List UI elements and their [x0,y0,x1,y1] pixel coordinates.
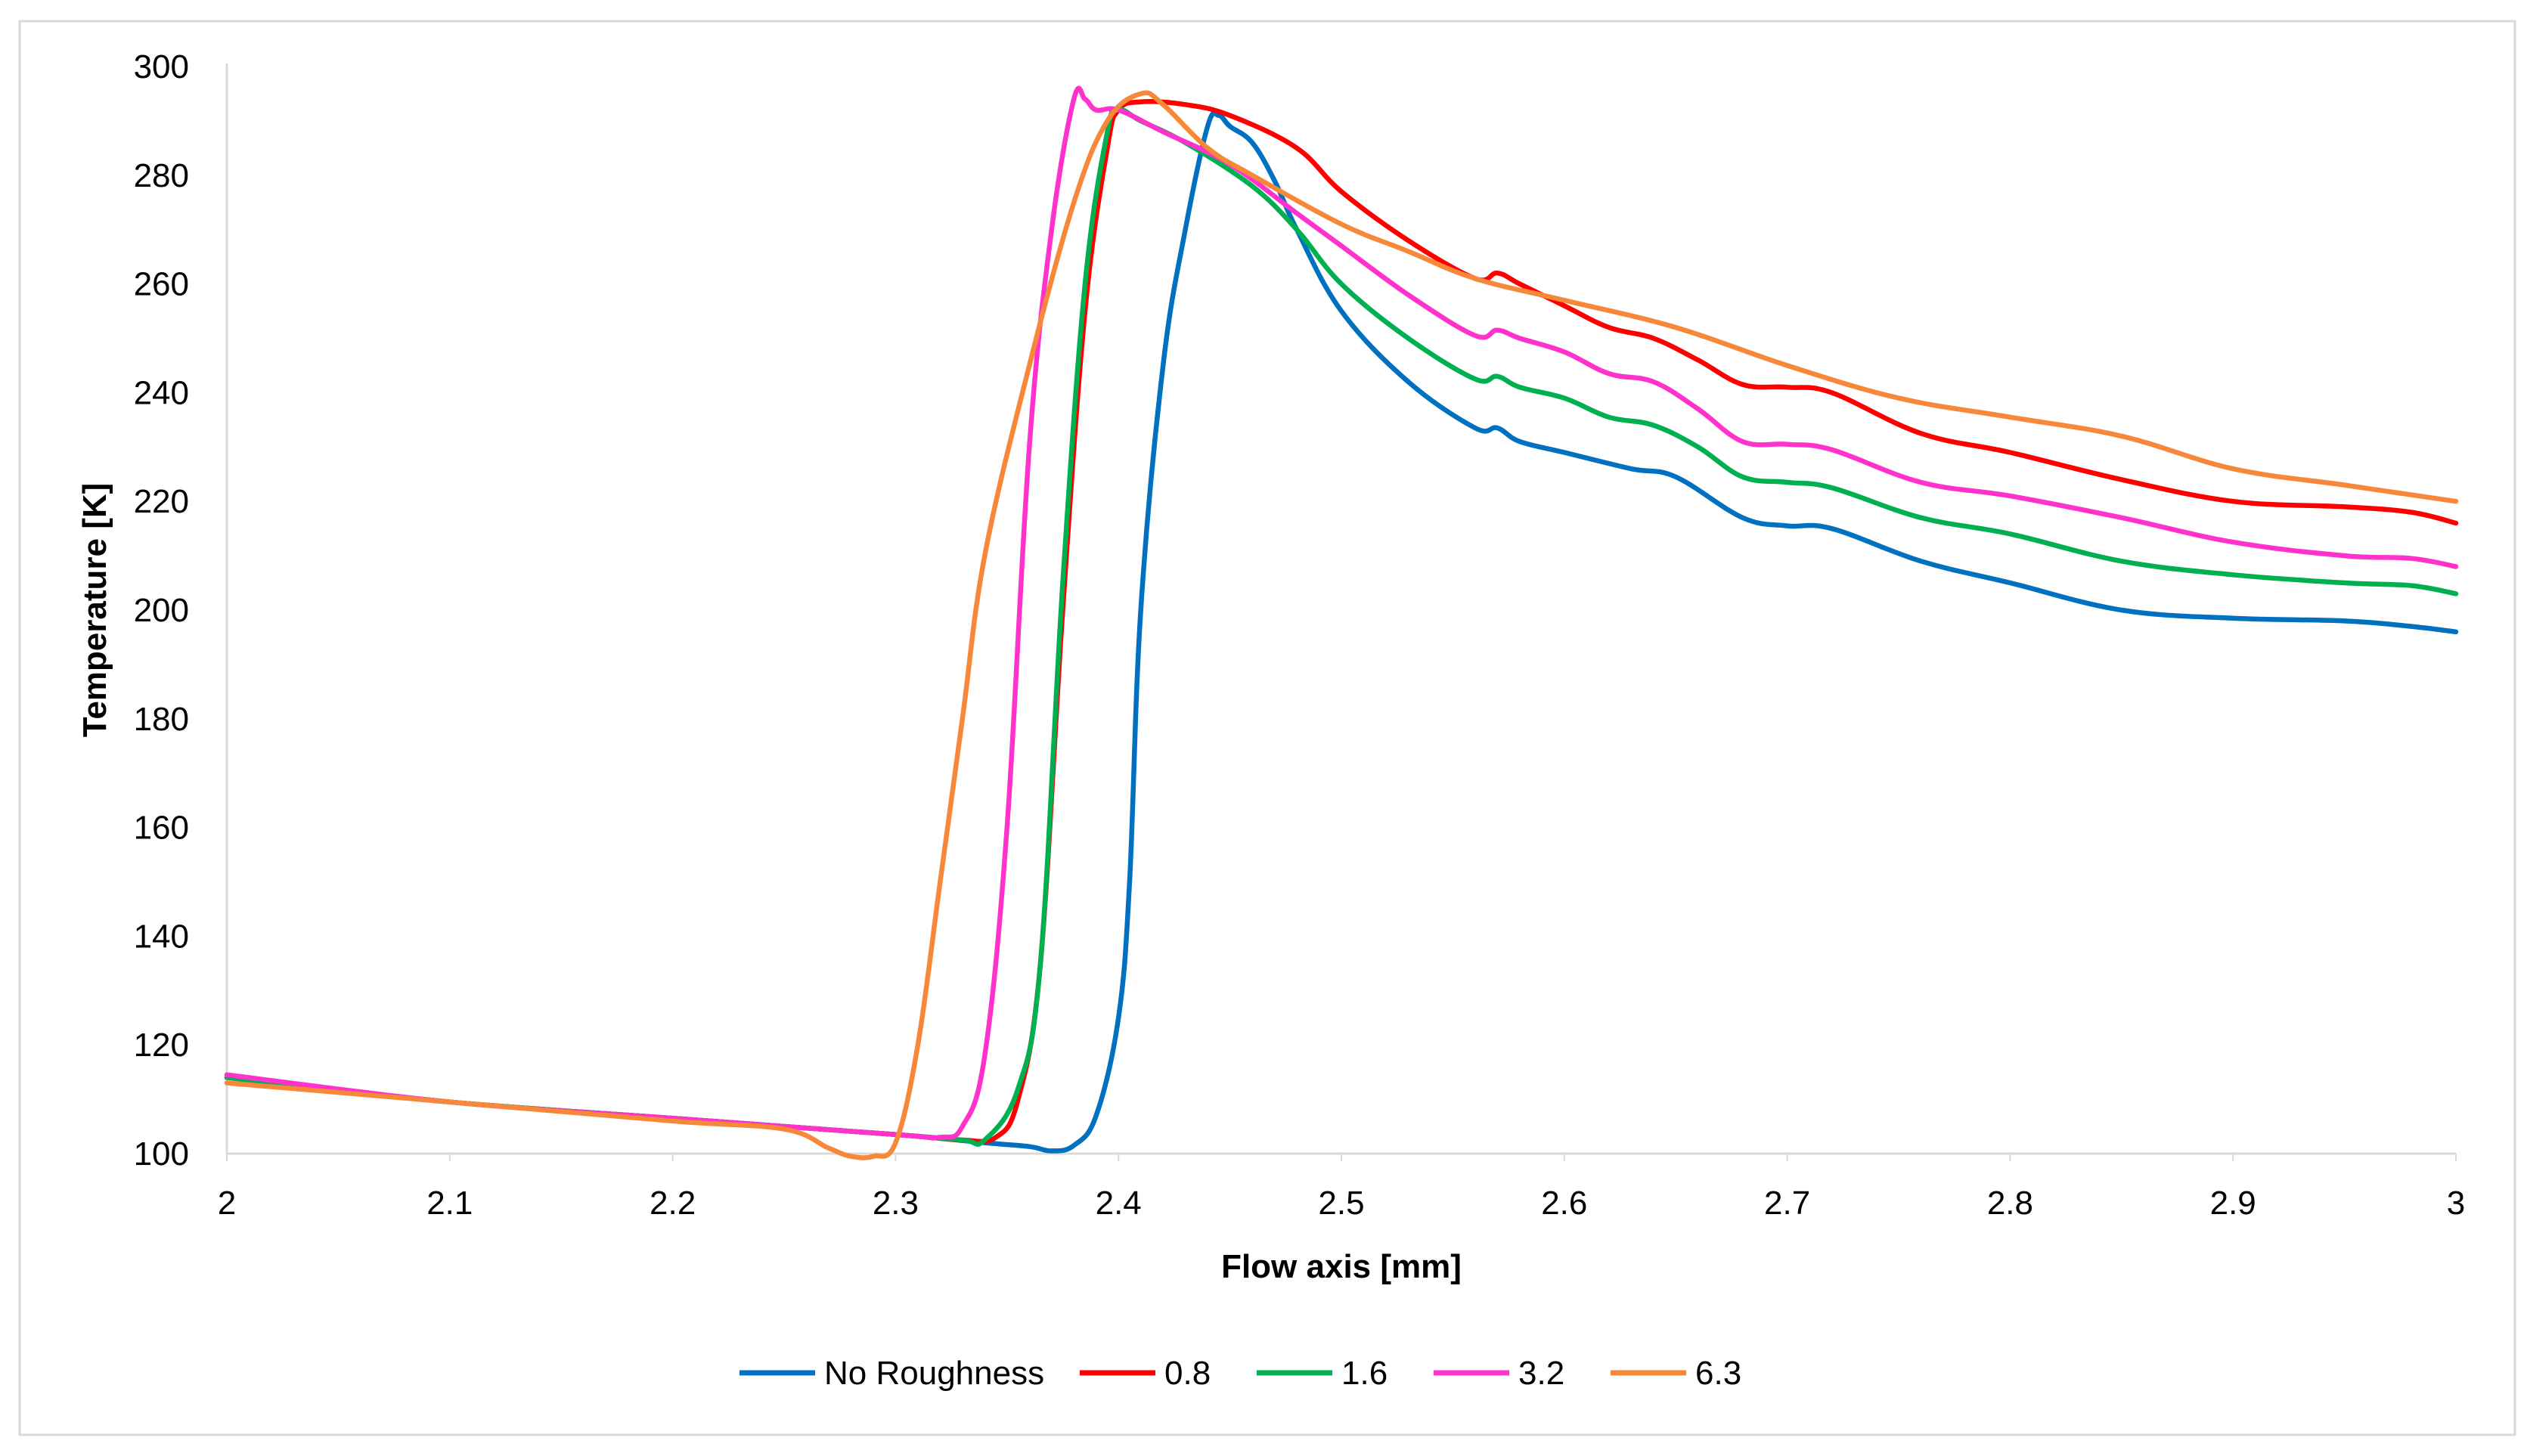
legend-label: 1.6 [1341,1355,1388,1392]
y-axis-title: Temperature [K] [76,483,113,738]
chart-border [18,20,2516,1436]
axes [225,64,2457,1161]
y-tick-label: 160 [134,810,189,847]
legend-item-no-roughness: No Roughness [739,1355,1044,1392]
y-tick-label: 260 [134,266,189,303]
series-line-no-roughness [224,110,2459,1154]
series-lines [224,85,2459,1160]
legend-item-0-8: 0.8 [1080,1355,1211,1392]
y-tick-label: 300 [134,48,189,85]
legend-item-6-3: 6.3 [1611,1355,1741,1392]
y-tick-label: 220 [134,483,189,520]
y-tick-label: 100 [134,1135,189,1173]
x-tick-label: 2.1 [426,1185,473,1222]
tick-labels: 100 120 140 160 180 200 220 240 260 280 300 2 2.1 2.2… [134,48,2466,1222]
x-tick-label: 2 [218,1185,236,1222]
y-tick-label: 140 [134,918,189,955]
x-tick-label: 2.9 [2210,1185,2256,1222]
x-tick-label: 2.7 [1764,1185,1810,1222]
y-tick-label: 120 [134,1027,189,1064]
series-line-1-6 [224,107,2459,1147]
x-tick-label: 3 [2447,1185,2465,1222]
y-tick-label: 240 [134,374,189,411]
legend-label: 3.2 [1518,1355,1564,1392]
x-tick-label: 2.5 [1318,1185,1364,1222]
series-line-6-3 [224,90,2459,1160]
x-tick-label: 2.6 [1541,1185,1587,1222]
legend-label: No Roughness [824,1355,1044,1392]
legend-item-3-2: 3.2 [1434,1355,1564,1392]
legend-label: 0.8 [1164,1355,1211,1392]
y-tick-label: 280 [134,157,189,194]
y-tick-label: 200 [134,592,189,629]
x-tick-label: 2.3 [873,1185,919,1222]
legend-label: 6.3 [1695,1355,1741,1392]
y-tick-label: 180 [134,701,189,738]
x-tick-label: 2.8 [1987,1185,2033,1222]
x-axis-title: Flow axis [mm] [1221,1248,1462,1285]
x-tick-label: 2.2 [650,1185,696,1222]
legend: No Roughness 0.8 1.6 3.2 6.3 [739,1355,1741,1392]
legend-item-1-6: 1.6 [1257,1355,1388,1392]
x-tick-label: 2.4 [1096,1185,1142,1222]
